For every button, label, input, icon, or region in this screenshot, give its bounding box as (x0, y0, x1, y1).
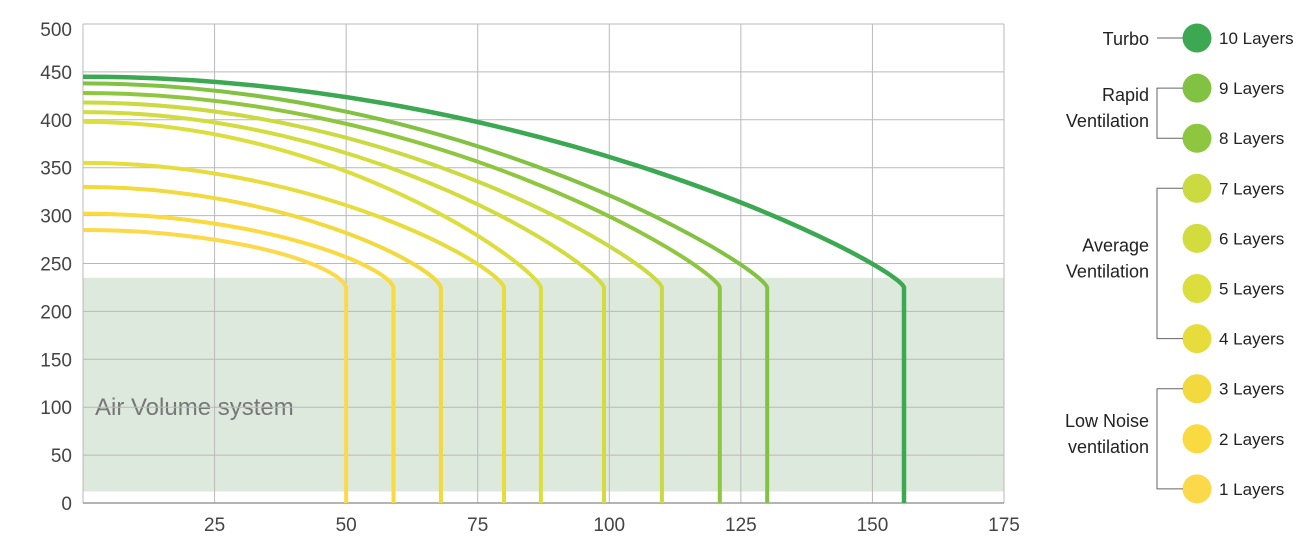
legend-label-1: 1 Layers (1219, 480, 1284, 499)
x-tick-label: 100 (593, 515, 625, 536)
legend-label-5: 5 Layers (1219, 280, 1284, 299)
legend-label-3: 3 Layers (1219, 380, 1284, 399)
legend-label-4: 4 Layers (1219, 330, 1284, 349)
legend-label-7: 7 Layers (1219, 179, 1284, 198)
y-tick-label: 200 (40, 302, 72, 323)
y-tick-label: 0 (61, 494, 72, 515)
legend-dot-7 (1182, 173, 1212, 203)
series-line-10 (82, 74, 907, 503)
x-tick-label: 125 (725, 515, 757, 536)
y-tick-label: 500 (40, 20, 72, 41)
legend-label-10: 10 Layers (1219, 29, 1294, 48)
legend-dot-3 (1182, 374, 1212, 404)
x-tick-label: 50 (336, 515, 357, 536)
y-tick-label: 150 (40, 350, 72, 371)
x-tick-label: 75 (467, 515, 488, 536)
legend-dot-2 (1182, 424, 1212, 454)
legend-group-label: ventilation (1068, 437, 1149, 457)
y-tick-label: 50 (51, 446, 72, 467)
legend-label-2: 2 Layers (1219, 430, 1284, 449)
legend-dot-6 (1182, 223, 1212, 253)
legend-dot-4 (1182, 324, 1212, 354)
legend-label-8: 8 Layers (1219, 129, 1284, 148)
series-line-8 (82, 90, 722, 503)
x-tick-label: 150 (857, 515, 889, 536)
air-volume-region (83, 277, 1004, 492)
legend-group-label: Low Noise (1065, 411, 1149, 431)
legend-group-label: Rapid (1102, 85, 1149, 105)
y-tick-label: 100 (40, 398, 72, 419)
series-line-1 (82, 227, 349, 503)
legend-label-6: 6 Layers (1219, 229, 1284, 248)
legend-dot-9 (1182, 73, 1212, 103)
y-tick-label: 400 (40, 111, 72, 132)
series-line-6 (82, 110, 607, 503)
x-tick-label: 25 (204, 515, 225, 536)
series-line-4 (82, 160, 507, 503)
x-tick-label: 175 (988, 515, 1020, 536)
series-line-5 (82, 119, 543, 503)
series-line-9 (82, 81, 770, 503)
legend-bracket (1156, 388, 1183, 490)
legend-dot-8 (1182, 123, 1212, 153)
legend-dot-5 (1182, 274, 1212, 303)
legend-dot-10 (1182, 23, 1212, 53)
y-tick-label: 250 (40, 255, 72, 276)
legend-dot-1 (1182, 474, 1212, 504)
legend-group-label: Ventilation (1066, 261, 1149, 281)
legend-label-9: 9 Layers (1219, 79, 1284, 98)
series-line-3 (82, 184, 443, 503)
legend-bracket (1156, 187, 1183, 340)
y-tick-label: 300 (40, 207, 72, 228)
legend-group-label: Ventilation (1066, 111, 1149, 131)
series-line-7 (82, 100, 664, 503)
y-tick-label: 450 (40, 63, 72, 84)
legend-bracket (1156, 87, 1183, 139)
series-line-2 (82, 211, 396, 503)
y-tick-label: 350 (40, 159, 72, 180)
legend-group-label: Average (1082, 235, 1149, 255)
legend-group-label: Turbo (1103, 29, 1149, 49)
